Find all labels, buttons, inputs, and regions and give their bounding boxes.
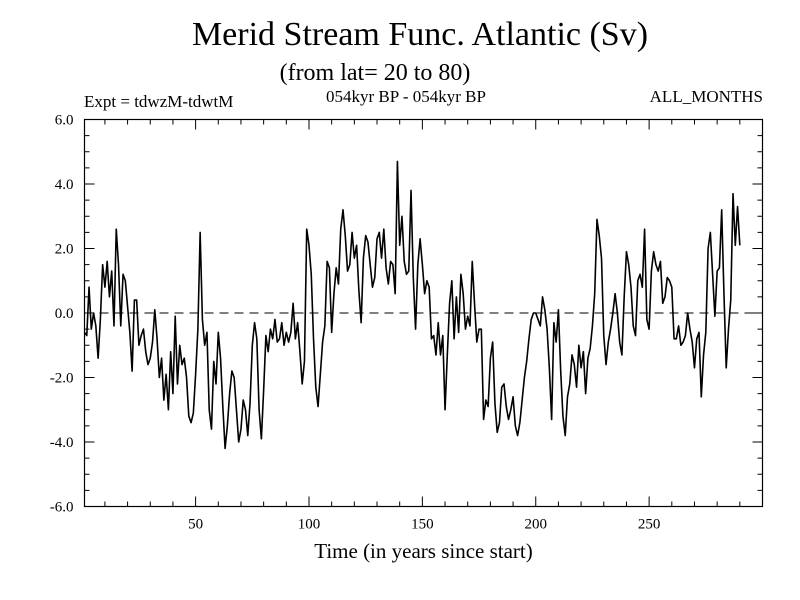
plot-frame bbox=[83, 118, 764, 508]
months-label: ALL_MONTHS bbox=[649, 87, 763, 106]
x-axis-label: Time (in years since start) bbox=[314, 539, 533, 563]
y-tick-label: 6.0 bbox=[55, 113, 74, 129]
y-tick-label: -6.0 bbox=[50, 500, 74, 516]
x-tick-label: 100 bbox=[298, 517, 321, 533]
x-tick-label: 250 bbox=[638, 517, 661, 533]
y-tick-label: 4.0 bbox=[55, 177, 74, 193]
x-tick-label: 50 bbox=[188, 517, 203, 533]
chart-title: Merid Stream Func. Atlantic (Sv) bbox=[191, 16, 649, 53]
chart-subtitle: (from lat= 20 to 80) bbox=[279, 60, 471, 86]
series-line-1 bbox=[83, 160, 741, 450]
y-tick-label: 0.0 bbox=[55, 306, 74, 322]
x-tick-label: 200 bbox=[524, 517, 547, 533]
y-tick-label: -4.0 bbox=[50, 435, 74, 451]
x-tick-label: 150 bbox=[411, 517, 434, 533]
y-tick-label: 2.0 bbox=[55, 242, 74, 258]
experiment-label: Expt = tdwzM-tdwtM bbox=[84, 92, 234, 111]
y-tick-label: -2.0 bbox=[50, 371, 74, 387]
period-label: 054kyr BP - 054kyr BP bbox=[326, 87, 486, 106]
